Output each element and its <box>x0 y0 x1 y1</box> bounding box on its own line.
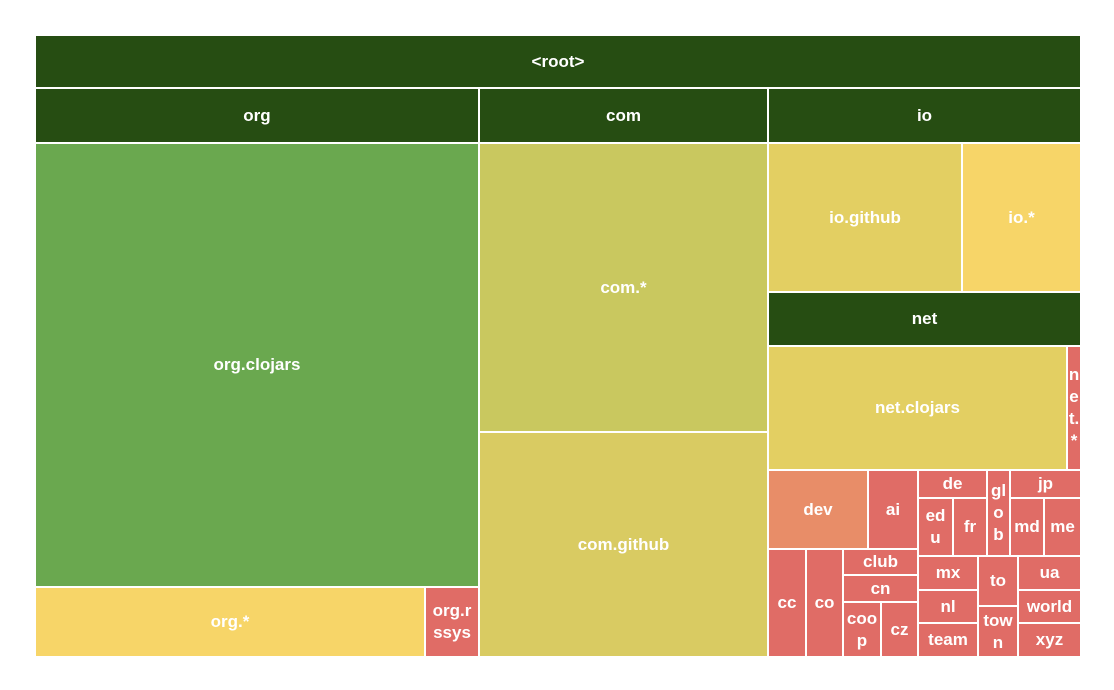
treemap-label-md: md <box>1014 517 1040 536</box>
treemap-label-dev: dev <box>803 499 833 519</box>
treemap-cell-cn: cn <box>843 575 918 602</box>
treemap-label-cz: cz <box>890 619 909 639</box>
treemap-label-io-github: io.github <box>829 207 901 227</box>
treemap-label-com-github: com.github <box>577 534 670 554</box>
treemap-cell-to: to <box>978 556 1018 606</box>
treemap-cell-net: net <box>768 292 1081 346</box>
treemap-label-world: world <box>1026 596 1073 616</box>
treemap-cell-md: md <box>1010 498 1044 556</box>
treemap-label-com: com <box>606 105 641 125</box>
treemap-label-ai: ai <box>885 499 901 519</box>
treemap-label-nl: nl <box>940 596 956 616</box>
treemap-label-me: me <box>1050 517 1075 536</box>
treemap-cell-org: org <box>35 88 479 143</box>
treemap-label-com-star: com.* <box>600 277 647 297</box>
treemap-label-coop: coop <box>846 608 878 650</box>
treemap-cell-town: town <box>978 606 1018 657</box>
treemap-label-fr: fr <box>963 517 977 536</box>
treemap-cell-com: com <box>479 88 768 143</box>
treemap-cell-team: team <box>918 623 978 657</box>
treemap-label-club: club <box>863 552 898 571</box>
treemap-label-to: to <box>989 571 1007 590</box>
treemap-cell-dev: dev <box>768 470 868 549</box>
treemap-cell-org-star: org.* <box>35 587 425 657</box>
treemap-label-root: <root> <box>531 51 585 71</box>
treemap-label-de: de <box>942 474 963 493</box>
treemap-cell-jp: jp <box>1010 470 1081 498</box>
treemap-cell-cc: cc <box>768 549 806 657</box>
treemap-cell-com-github: com.github <box>479 432 768 657</box>
treemap-cell-net-clojars: net.clojars <box>768 346 1067 470</box>
treemap-label-org-star: org.* <box>210 612 250 631</box>
treemap-label-town: town <box>983 610 1013 652</box>
treemap-label-xyz: xyz <box>1035 630 1064 649</box>
treemap-label-jp: jp <box>1037 474 1054 493</box>
treemap-label-io-star: io.* <box>1008 207 1035 227</box>
treemap-cell-mx: mx <box>918 556 978 590</box>
treemap-cell-ua: ua <box>1018 556 1081 590</box>
treemap-cell-world: world <box>1018 590 1081 623</box>
treemap-cell-ai: ai <box>868 470 918 549</box>
treemap-label-net-star: net.* <box>1068 365 1080 450</box>
treemap-label-io: io <box>916 105 933 125</box>
treemap-label-cc: cc <box>777 593 797 612</box>
treemap-cell-glob: glob <box>987 470 1010 556</box>
treemap-cell-co: co <box>806 549 843 657</box>
treemap-label-team: team <box>928 630 968 649</box>
treemap-cell-com-star: com.* <box>479 143 768 432</box>
treemap-label-glob: glob <box>990 481 1007 544</box>
treemap-cell-nl: nl <box>918 590 978 623</box>
treemap-cell-fr: fr <box>953 498 987 556</box>
treemap-label-ua: ua <box>1039 563 1060 582</box>
treemap-cell-org-clojars: org.clojars <box>35 143 479 587</box>
treemap-label-cn: cn <box>870 578 891 598</box>
treemap-cell-cz: cz <box>881 602 918 657</box>
treemap-cell-coop: coop <box>843 602 881 657</box>
treemap-label-org-clojars: org.clojars <box>213 355 301 374</box>
treemap-label-co: co <box>814 593 835 612</box>
treemap-label-edu: edu <box>925 506 946 547</box>
treemap-label-net-clojars: net.clojars <box>874 398 961 417</box>
treemap-label-org: org <box>243 105 271 125</box>
treemap-label-mx: mx <box>935 563 961 582</box>
treemap-cell-io-star: io.* <box>962 143 1081 292</box>
treemap-cell-xyz: xyz <box>1018 623 1081 657</box>
treemap-cell-net-star: net.* <box>1067 346 1081 470</box>
treemap-cell-io: io <box>768 88 1081 143</box>
treemap-label-net: net <box>911 309 938 328</box>
treemap-cell-io-github: io.github <box>768 143 962 292</box>
treemap-cell-edu: edu <box>918 498 953 556</box>
treemap-cell-org-rssys: org.rssys <box>425 587 479 657</box>
treemap-cell-club: club <box>843 549 918 575</box>
treemap-label-org-rssys: org.rssys <box>432 601 472 642</box>
treemap-cell-me: me <box>1044 498 1081 556</box>
treemap-cell-de: de <box>918 470 987 498</box>
treemap-cell-root: <root> <box>35 35 1081 88</box>
